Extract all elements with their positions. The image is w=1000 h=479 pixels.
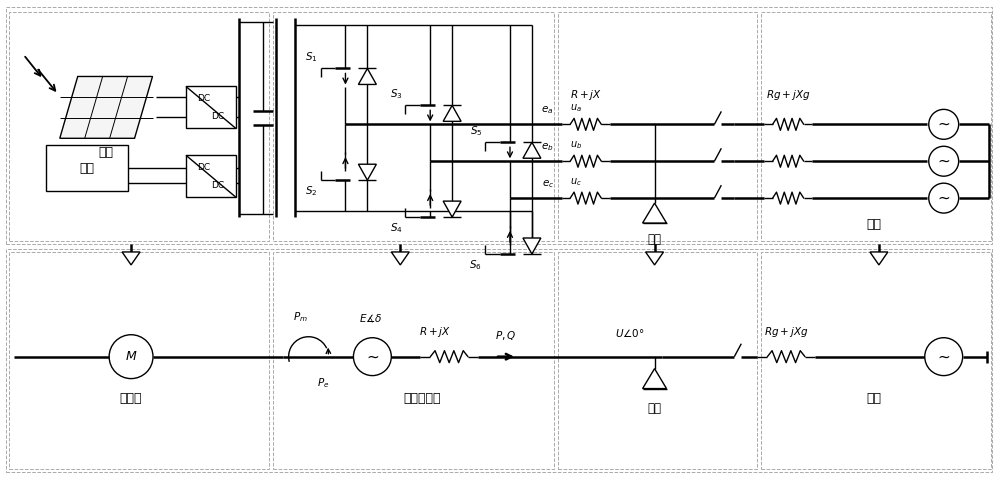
Bar <box>6 249 992 472</box>
Text: 同步发电机: 同步发电机 <box>403 392 441 405</box>
Text: $Rg+jXg$: $Rg+jXg$ <box>766 89 811 103</box>
Text: $E\measuredangle\delta$: $E\measuredangle\delta$ <box>359 313 382 325</box>
Polygon shape <box>358 164 376 180</box>
Circle shape <box>353 338 391 376</box>
Text: ~: ~ <box>937 191 950 205</box>
Text: DC: DC <box>197 163 210 171</box>
Text: ~: ~ <box>937 117 950 132</box>
Text: $Rg+jXg$: $Rg+jXg$ <box>764 325 809 339</box>
Circle shape <box>109 335 153 378</box>
Text: 储能: 储能 <box>80 162 95 175</box>
Text: $P,Q$: $P,Q$ <box>495 329 517 342</box>
Text: $R+jX$: $R+jX$ <box>570 89 602 103</box>
Polygon shape <box>643 203 667 223</box>
Circle shape <box>929 109 959 139</box>
Polygon shape <box>358 68 376 84</box>
Text: 微网: 微网 <box>866 217 881 230</box>
Polygon shape <box>643 369 667 388</box>
Bar <box>761 11 991 241</box>
Polygon shape <box>443 201 461 217</box>
Text: 微网: 微网 <box>866 392 881 405</box>
Text: $P_m$: $P_m$ <box>293 310 308 324</box>
Text: ~: ~ <box>937 154 950 169</box>
Text: $u_b$: $u_b$ <box>570 139 582 151</box>
Polygon shape <box>523 238 541 254</box>
Circle shape <box>929 183 959 213</box>
Bar <box>9 252 269 469</box>
Text: $U\angle 0°$: $U\angle 0°$ <box>615 327 644 339</box>
Text: $S_1$: $S_1$ <box>305 51 318 65</box>
Bar <box>558 252 757 469</box>
Text: $S_6$: $S_6$ <box>469 258 482 272</box>
Polygon shape <box>60 77 153 138</box>
Text: $S_4$: $S_4$ <box>390 221 402 235</box>
Polygon shape <box>870 252 888 265</box>
Text: 负载: 负载 <box>648 233 662 247</box>
Text: 原动机: 原动机 <box>120 392 142 405</box>
Bar <box>558 11 757 241</box>
Text: 负载: 负载 <box>648 402 662 415</box>
Bar <box>6 7 992 244</box>
Bar <box>273 252 554 469</box>
Text: $e_a$: $e_a$ <box>541 104 554 116</box>
Text: DC: DC <box>211 181 224 190</box>
Text: DC: DC <box>211 112 224 121</box>
Bar <box>186 155 236 197</box>
Text: $S_2$: $S_2$ <box>305 184 318 198</box>
Text: $M$: $M$ <box>125 350 137 363</box>
Text: $S_3$: $S_3$ <box>390 88 402 102</box>
Text: $P_e$: $P_e$ <box>317 376 330 389</box>
Polygon shape <box>391 252 409 265</box>
Bar <box>186 86 236 128</box>
Text: $e_b$: $e_b$ <box>541 141 554 153</box>
Bar <box>273 11 554 241</box>
Text: ~: ~ <box>366 349 379 364</box>
Polygon shape <box>122 252 140 265</box>
Text: $e_c$: $e_c$ <box>542 178 554 190</box>
Bar <box>46 145 128 191</box>
Text: $u_c$: $u_c$ <box>570 176 582 188</box>
Text: 光伏: 光伏 <box>99 146 114 159</box>
Circle shape <box>925 338 963 376</box>
Polygon shape <box>523 142 541 158</box>
Circle shape <box>929 146 959 176</box>
Polygon shape <box>443 105 461 121</box>
Text: $u_a$: $u_a$ <box>570 103 582 114</box>
Bar <box>761 252 991 469</box>
Text: ~: ~ <box>937 349 950 364</box>
Text: $R+jX$: $R+jX$ <box>419 325 451 339</box>
Text: DC: DC <box>197 94 210 103</box>
Polygon shape <box>646 252 664 265</box>
Text: $S_5$: $S_5$ <box>470 125 482 138</box>
Bar <box>9 11 269 241</box>
